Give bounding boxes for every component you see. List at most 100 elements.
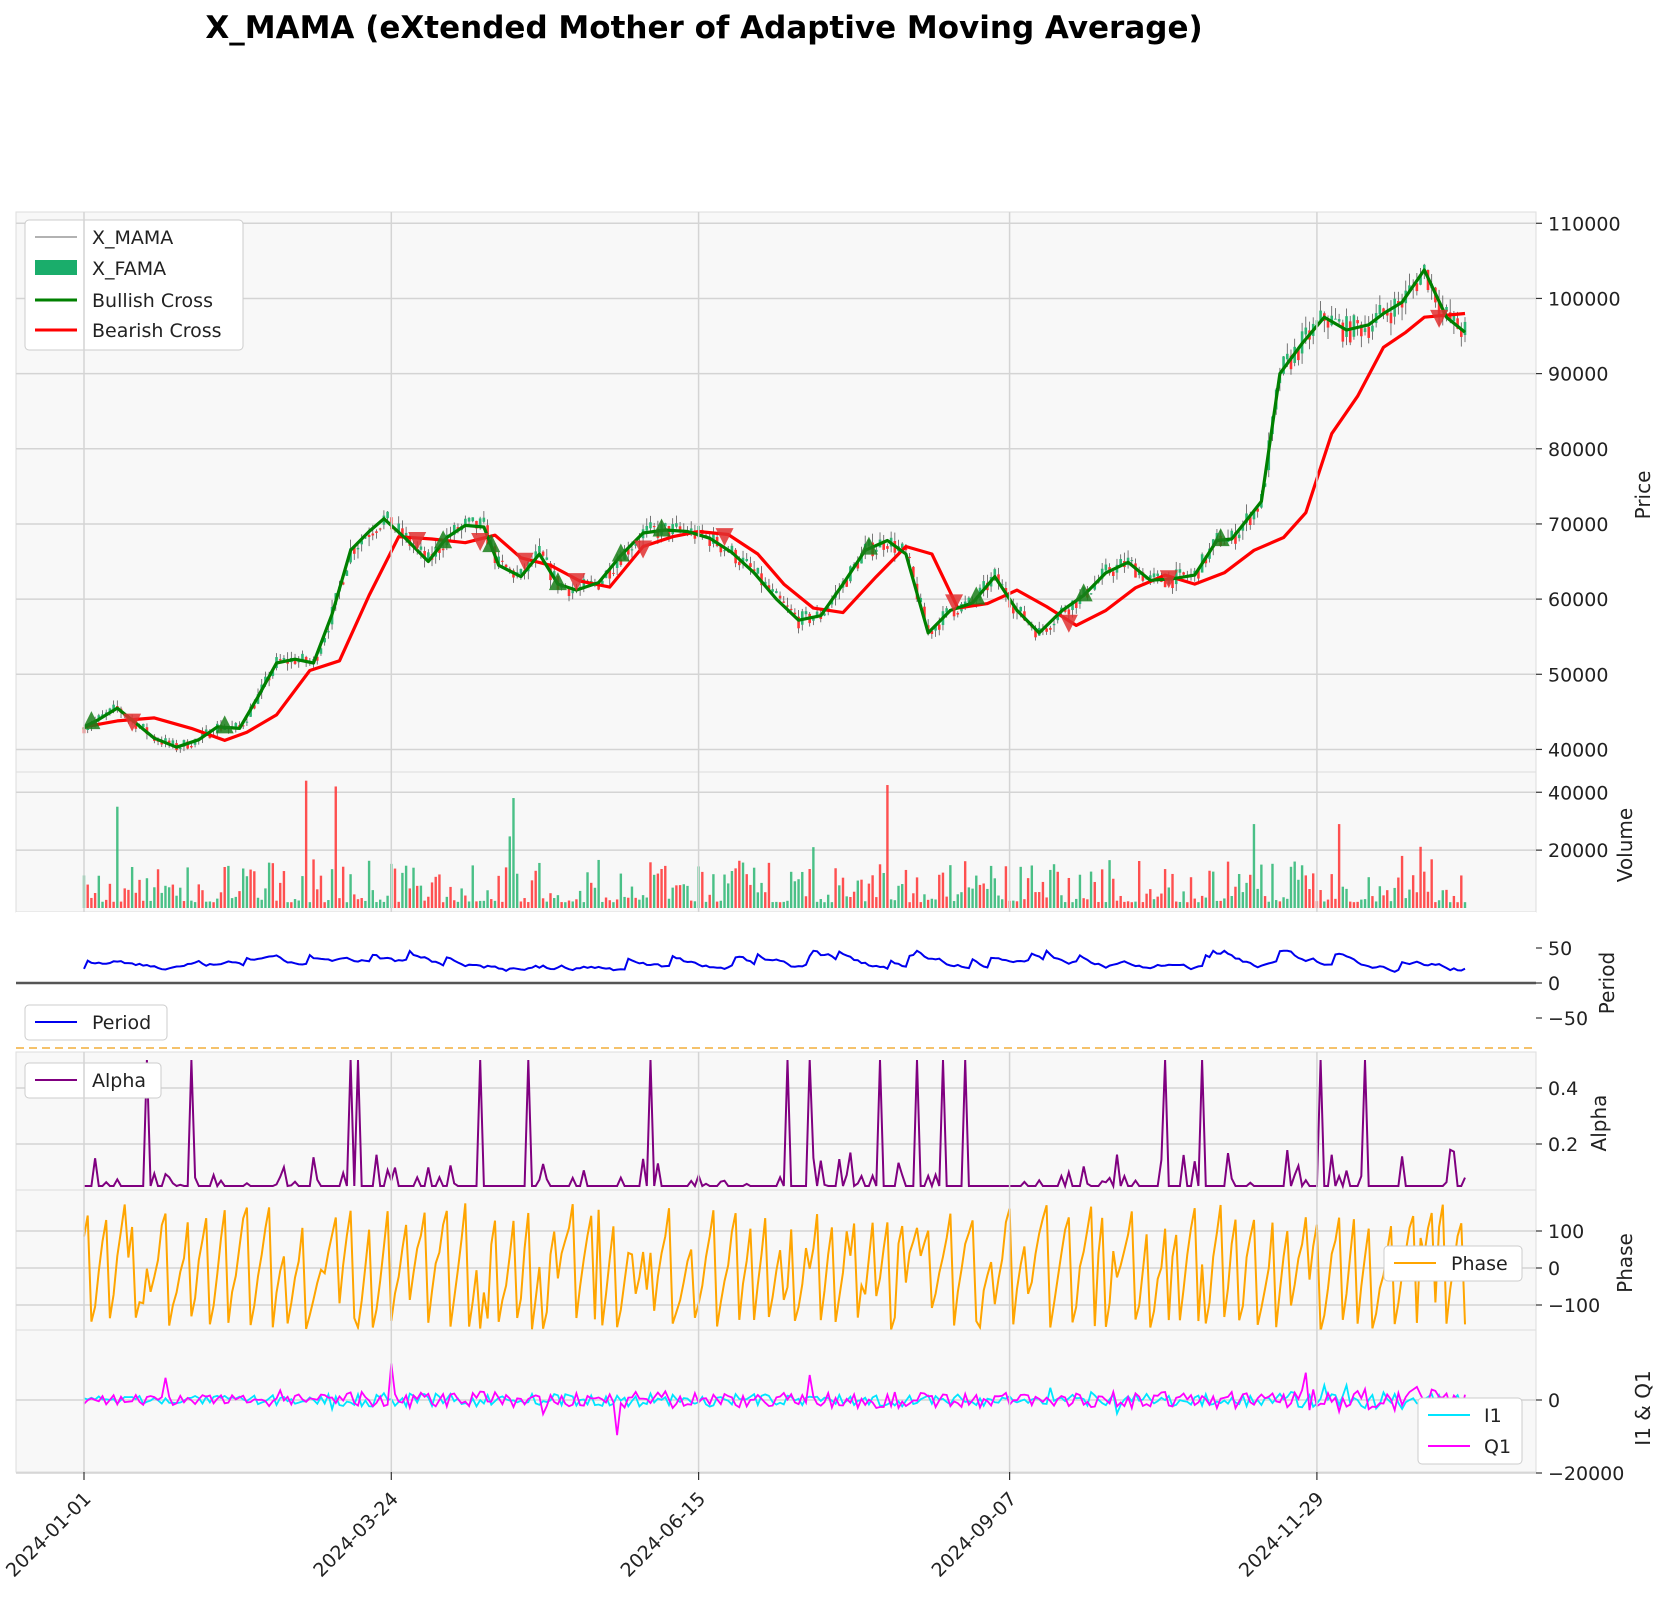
volume-bar [864,901,867,908]
y-tick-label: 20000 [1548,840,1608,862]
candle-body [101,714,104,716]
candle-body [345,570,349,576]
y-tick-label: 0 [1548,1390,1560,1412]
candle-body [1100,568,1104,579]
candle-body [404,532,408,538]
candle-body [1360,324,1363,337]
volume-bar [782,901,785,908]
volume-bar [349,874,352,908]
period-line [83,949,1466,973]
volume-bar [745,874,748,908]
volume-bar [1015,901,1019,908]
candle-body [1289,355,1293,370]
volume-bar [941,872,945,908]
volume-bar [1367,877,1370,908]
volume-bar [712,874,715,908]
candle-body [304,656,308,663]
volume-bar [1345,888,1348,908]
volume-bar [486,890,489,908]
volume-bar [1404,898,1407,908]
volume-bar [1182,891,1185,908]
legend-q1: Q1 [1484,1436,1511,1458]
candle-body [397,523,401,532]
volume-bar [938,874,941,908]
candle-body [1463,321,1467,336]
candle-body [178,747,182,749]
volume-bar [904,869,908,908]
candle-body [1067,609,1071,615]
volume-bar [212,902,215,908]
candle-body [845,580,848,587]
volume-bar [1149,889,1152,908]
candle-body [589,580,593,583]
bearish-cross-marker [123,713,142,732]
volume-bar [1171,873,1174,908]
volume-bar [693,901,697,908]
candle-body [919,597,923,603]
volume-bar [1463,902,1467,908]
volume-bar [627,897,630,908]
volume-bar [741,862,745,908]
volume-bar [912,893,915,908]
candle-body [327,631,330,633]
volume-bar [893,900,897,908]
volume-bar [464,895,467,908]
candle-body [1415,283,1419,292]
volume-bar [1430,859,1433,908]
candle-body [812,618,815,621]
candle-body [464,518,467,526]
volume-bar [360,898,363,908]
volume-bar [1441,890,1444,908]
candle-body [1382,308,1385,313]
candle-body [723,550,726,552]
candle-body [1385,312,1389,316]
bearish-cross-marker [945,594,964,613]
volume-bar [475,901,478,908]
candle-body [497,556,500,564]
candle-body [993,569,997,577]
i1q1-legend: I1 Q1 [1417,1397,1523,1465]
candle-body [1371,325,1374,332]
volume-bar [1423,871,1426,908]
volume-bar [1460,875,1463,908]
bullish-cross-marker [82,711,101,730]
volume-bar [134,892,138,908]
y-tick-label: 70000 [1548,514,1608,536]
volume-bar [445,896,449,908]
volume-bar [593,887,597,908]
volume-bar [271,863,275,908]
candle-body [1156,573,1159,576]
price-panel: 40000 50000 60000 70000 80000 90000 100000 1100… [15,211,1655,773]
candle-body [771,589,774,592]
candle-body [767,585,771,590]
volume-bar [664,865,667,908]
volume-bar [1104,902,1108,908]
x-tick-label: 2024-03-24 [309,1488,403,1582]
candle-body [271,671,275,677]
volume-bar [667,898,671,908]
volume-bar [601,901,604,908]
candle-body [663,523,667,527]
volume-bar [797,879,800,908]
volume-bar [408,888,412,908]
volume-bar [86,884,89,908]
volume-bar [423,900,426,908]
volume-bar [1293,861,1296,908]
alpha-ylabel: Alpha [1587,1095,1611,1152]
volume-bar [1286,898,1289,908]
volume-bar [1193,898,1196,908]
candle-body [1134,563,1137,578]
volume-bar [1197,902,1200,908]
candle-body [749,563,752,568]
volume-bar [1408,889,1411,908]
y-tick-label: 100000 [1548,288,1621,310]
volume-bar [216,898,219,908]
volume-bar [919,902,922,908]
volume-bar [1341,886,1345,908]
volume-bar [1426,891,1430,908]
volume-bar [860,879,863,908]
candle-body [427,552,430,560]
volume-bar [1326,899,1330,908]
candle-body [615,561,619,568]
candle-body [626,548,630,555]
